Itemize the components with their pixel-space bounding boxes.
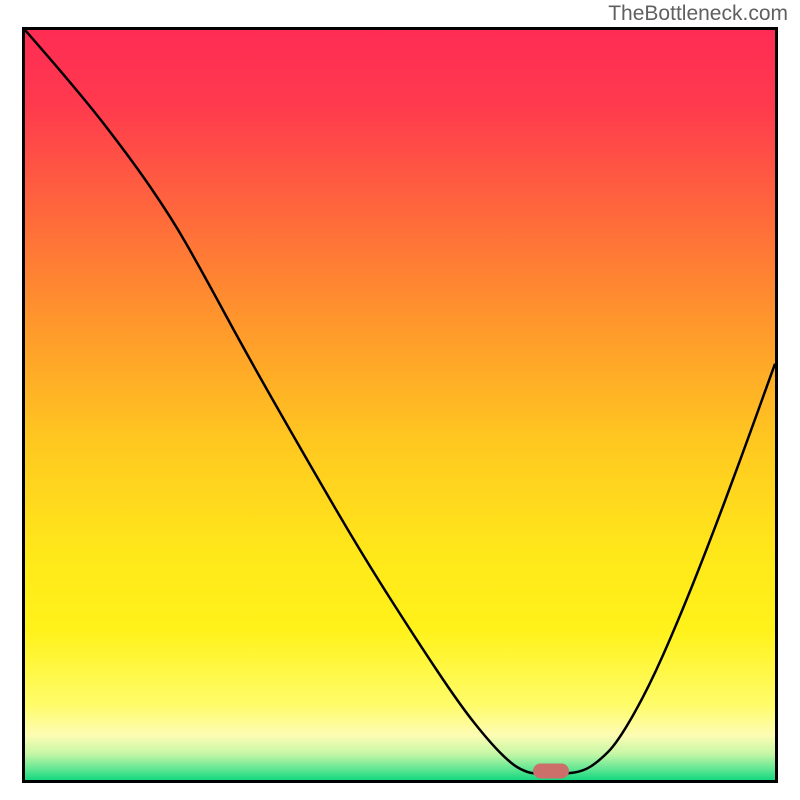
chart-frame	[22, 27, 778, 783]
bottleneck-curve	[25, 30, 775, 780]
optimal-point-marker	[533, 764, 569, 779]
source-watermark: TheBottleneck.com	[608, 2, 788, 26]
